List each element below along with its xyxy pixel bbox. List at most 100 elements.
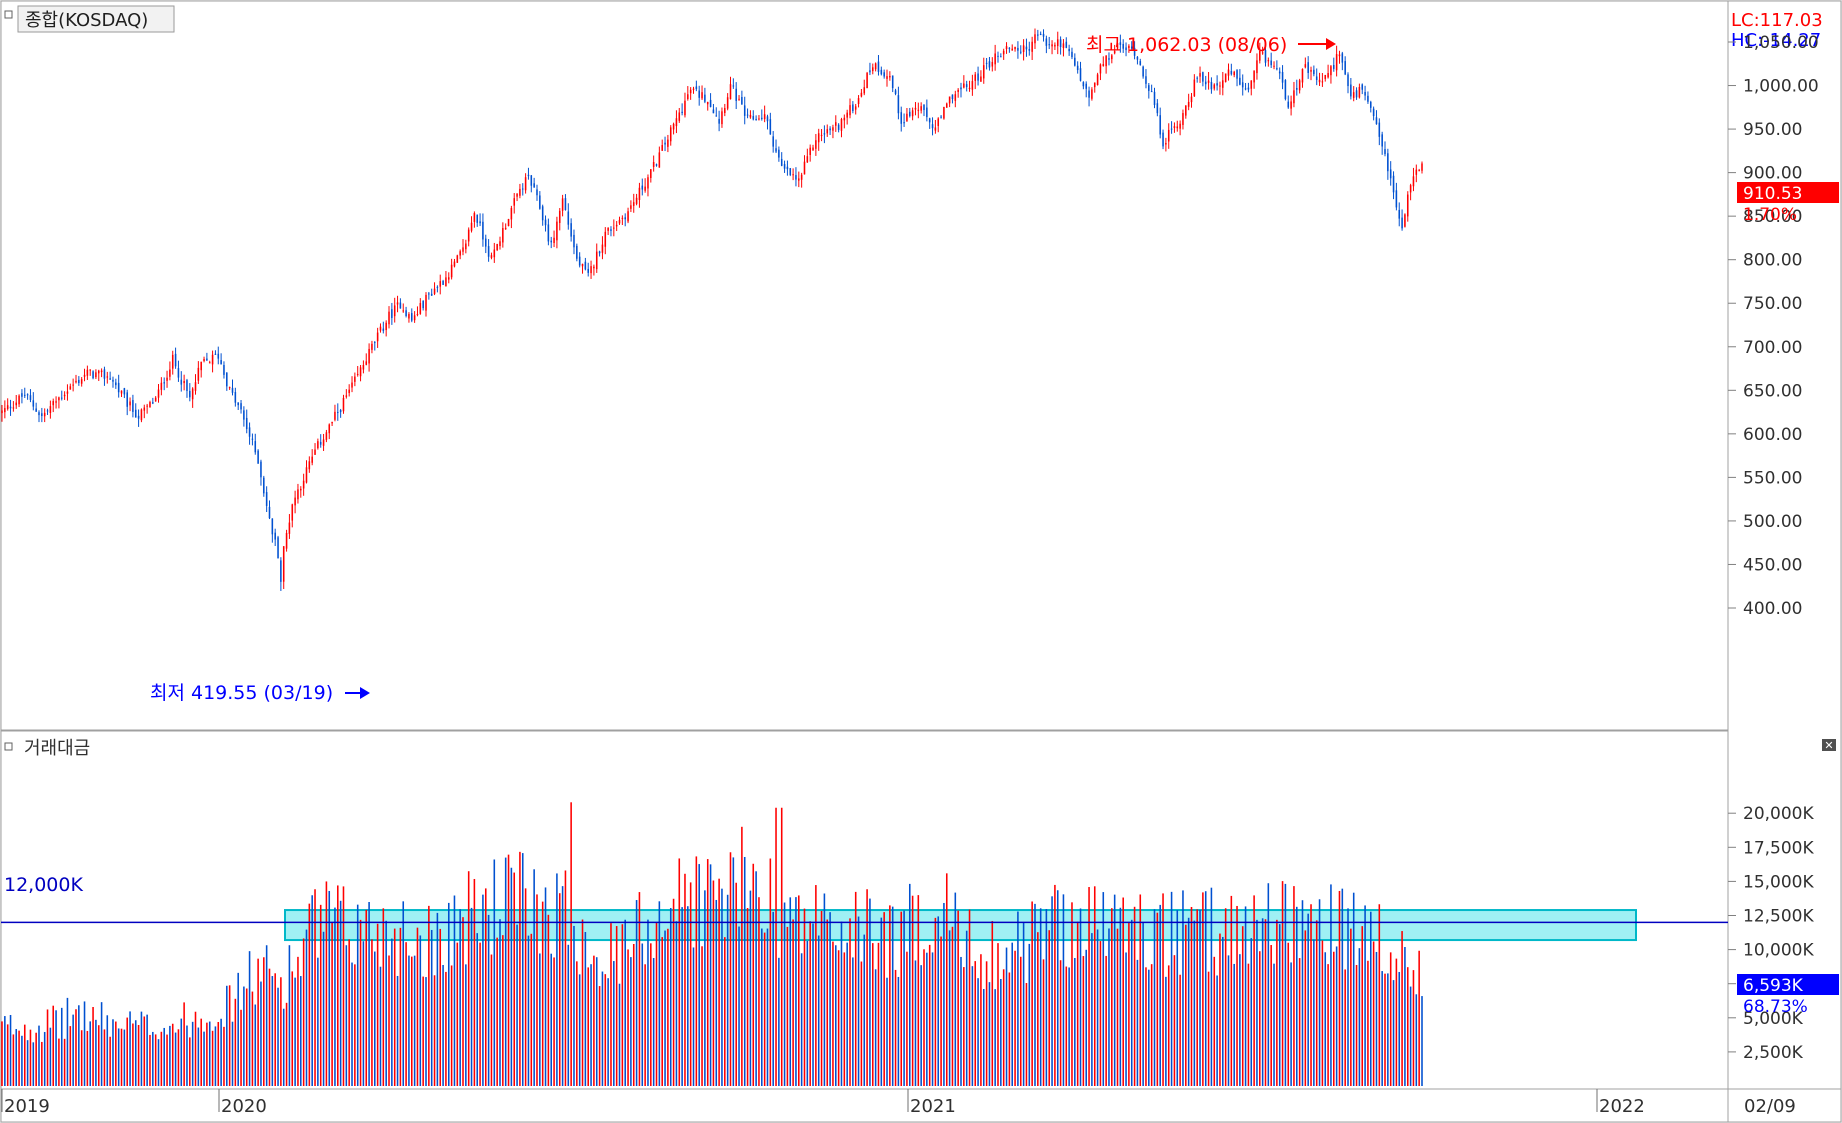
volume-bar — [567, 944, 570, 1086]
candle-body — [1233, 71, 1235, 76]
candle-body — [1287, 101, 1290, 108]
candle-body — [1076, 65, 1079, 71]
volume-bar — [445, 971, 447, 1086]
volume-bar — [183, 1002, 185, 1086]
volume-bar — [613, 961, 615, 1086]
volume-bar — [1244, 906, 1247, 1086]
volume-bar — [840, 921, 843, 1086]
volume-panel-header[interactable]: 거래대금 — [4, 738, 90, 759]
candle-body — [314, 449, 316, 455]
volume-bar — [960, 956, 962, 1086]
volume-bar — [1170, 891, 1173, 1086]
volume-bar — [1190, 906, 1193, 1086]
volume-bar — [743, 856, 746, 1086]
volume-bar — [504, 857, 507, 1086]
volume-bar — [593, 955, 595, 1086]
price-panel-header[interactable]: 종합(KOSDAQ) — [4, 5, 175, 33]
price-title-box[interactable] — [17, 5, 175, 33]
volume-bar — [405, 942, 407, 1086]
candle-body — [880, 69, 883, 75]
volume-bar — [425, 977, 427, 1086]
candle-body — [308, 461, 311, 470]
candle-body — [1401, 217, 1403, 229]
volume-bar — [1233, 963, 1235, 1086]
volume-bar — [971, 966, 974, 1086]
candle-body — [402, 310, 405, 312]
volume-bar — [1165, 976, 1167, 1086]
candle-body — [257, 450, 259, 464]
candle-body — [317, 441, 319, 449]
volume-bar — [356, 904, 359, 1086]
candle-body — [567, 211, 570, 225]
candle-body — [1014, 46, 1016, 50]
volume-bar — [408, 955, 410, 1086]
candle-body — [237, 402, 239, 406]
volume-bar — [234, 998, 237, 1086]
candle-body — [860, 92, 863, 97]
volume-bar — [294, 977, 296, 1086]
candle-body — [869, 70, 871, 73]
candle-body — [60, 397, 63, 399]
volume-bar — [200, 1018, 202, 1086]
candle-body — [1236, 70, 1238, 79]
candle-body — [345, 395, 348, 397]
candle-body — [467, 229, 470, 242]
candle-body — [1093, 82, 1096, 88]
volume-bar — [1401, 931, 1403, 1086]
candle-body — [92, 371, 94, 379]
candle-body — [1364, 91, 1366, 96]
volume-bar — [570, 802, 572, 1086]
candle-body — [97, 370, 100, 374]
volume-bar — [143, 1016, 146, 1086]
price-tick-label: 1,000.00 — [1743, 77, 1819, 97]
candle-body — [610, 229, 612, 231]
volume-bar — [857, 916, 860, 1086]
candle-body — [615, 224, 618, 227]
volume-bar — [1415, 994, 1418, 1086]
volume-bar — [75, 1009, 77, 1086]
candle-body — [154, 397, 157, 402]
candle-body — [211, 354, 214, 365]
volume-bar — [271, 976, 274, 1086]
candle-body — [439, 281, 442, 287]
candle-body — [1270, 60, 1272, 66]
candle-body — [835, 122, 837, 126]
volume-bar — [1241, 926, 1244, 1086]
candle-body — [1002, 50, 1005, 55]
candle-body — [1019, 51, 1022, 53]
volume-bar — [854, 891, 857, 1086]
candle-body — [1042, 33, 1045, 37]
candle-body — [943, 106, 945, 119]
volume-bar — [590, 964, 592, 1086]
candle-body — [41, 413, 43, 417]
volume-bar — [1068, 967, 1070, 1086]
candle-body — [1096, 74, 1099, 85]
candle-body — [684, 100, 686, 116]
volume-bar — [564, 870, 567, 1086]
volume-bar — [1270, 945, 1272, 1086]
price-tick-label: 600.00 — [1743, 425, 1802, 445]
volume-bar — [63, 1038, 66, 1086]
candle-body — [877, 61, 880, 72]
volume-panel-toggle-icon[interactable] — [4, 742, 13, 751]
volume-bar — [863, 934, 866, 1086]
candle-body — [371, 343, 373, 350]
volume-panel-close-button[interactable]: ✕ — [1822, 739, 1836, 752]
candle-body — [960, 87, 962, 90]
candle-body — [530, 175, 533, 186]
candle-body — [214, 353, 217, 355]
candle-body — [305, 467, 308, 483]
candle-body — [325, 432, 328, 440]
volume-bar — [706, 859, 709, 1086]
candle-body — [129, 401, 131, 406]
volume-bar — [800, 953, 803, 1086]
candle-body — [1293, 90, 1295, 104]
candle-body — [197, 367, 200, 381]
price-panel-toggle-icon[interactable] — [4, 10, 13, 19]
candle-body — [1056, 39, 1059, 47]
close-icon[interactable] — [1822, 739, 1836, 751]
volume-bar — [459, 909, 461, 1086]
volume-bar — [1156, 912, 1159, 1086]
volume-bar — [931, 952, 934, 1086]
candle-body — [1409, 185, 1412, 193]
